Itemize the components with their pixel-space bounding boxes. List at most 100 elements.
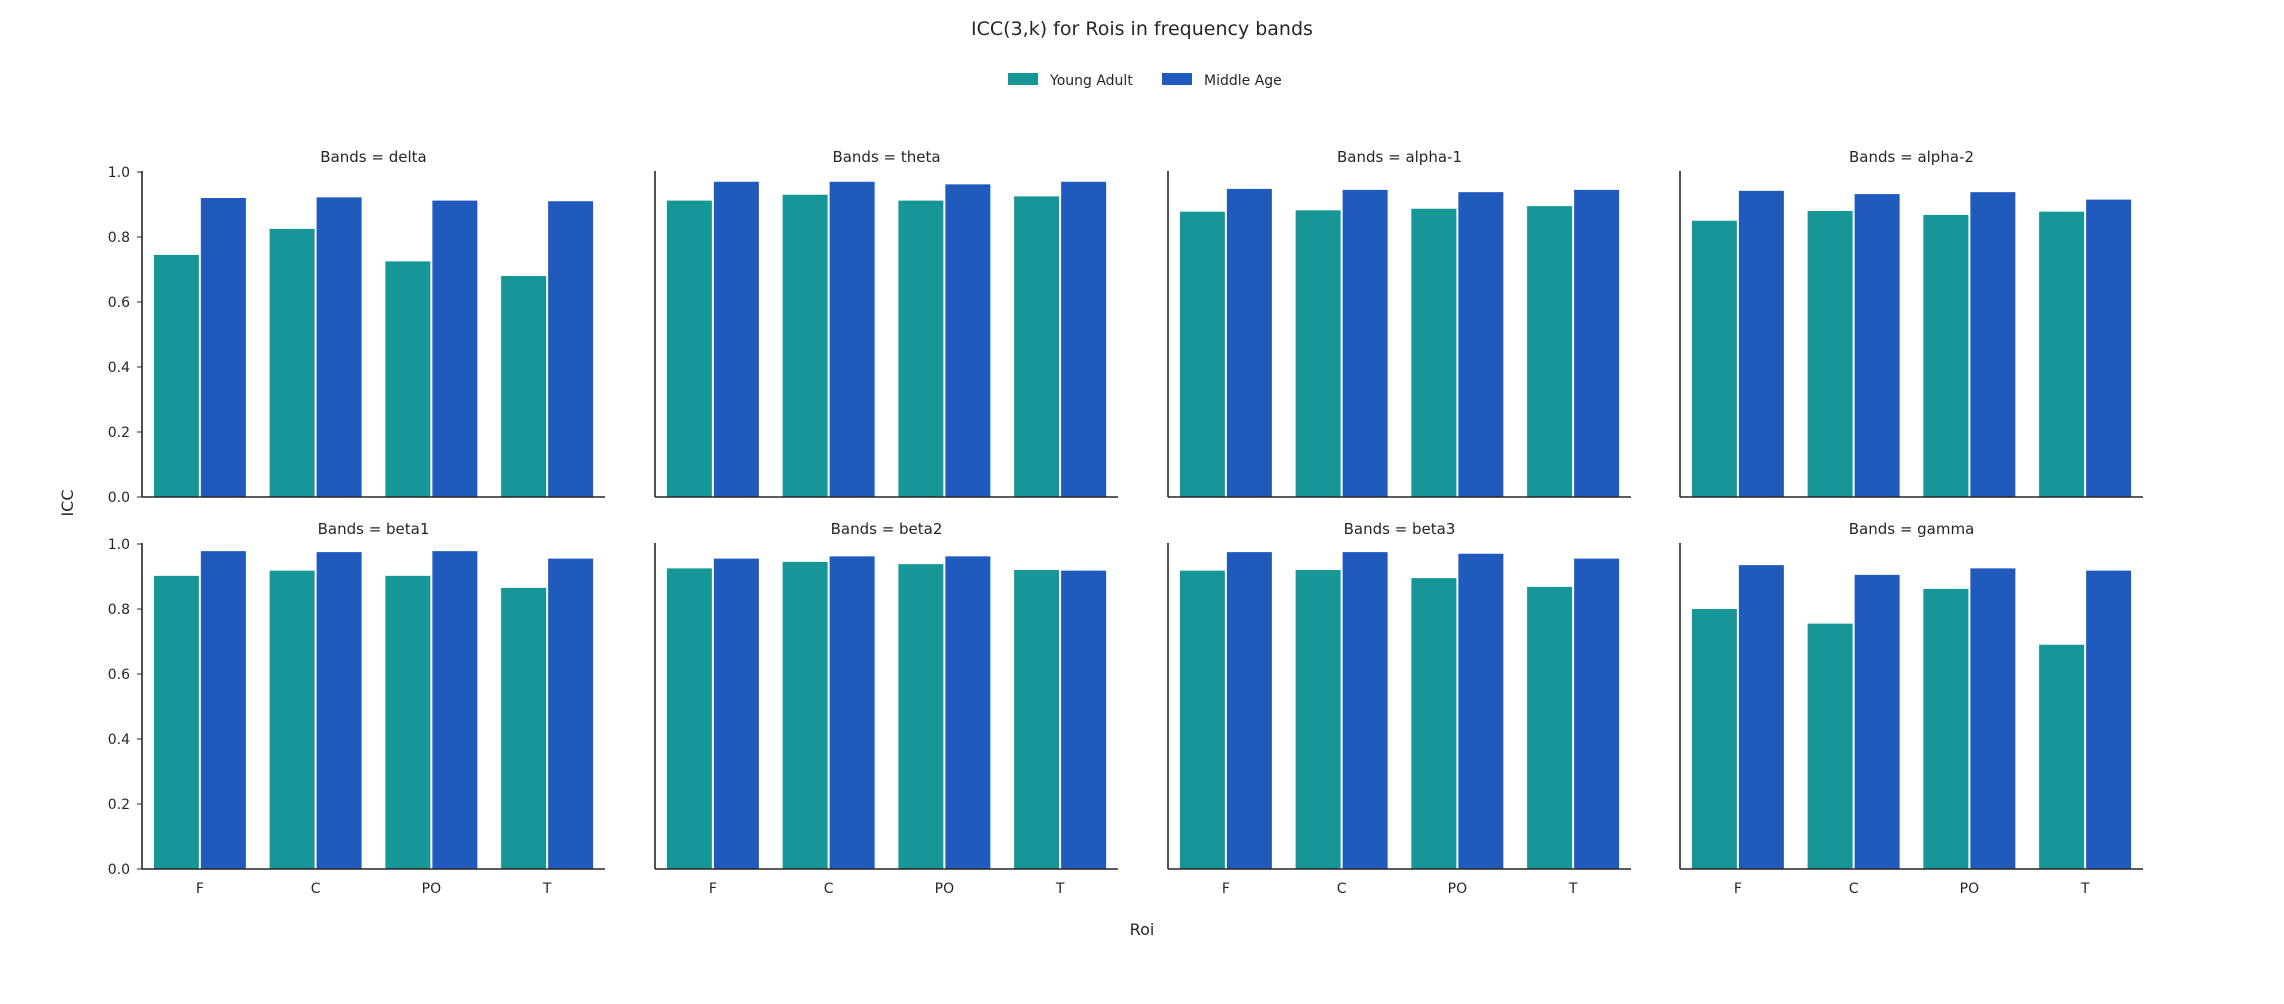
bar-young-adult-c bbox=[782, 561, 828, 869]
bar-young-adult-c bbox=[1295, 570, 1341, 869]
bar-middle-age-po bbox=[1970, 568, 2016, 869]
bar-young-adult-po bbox=[1923, 588, 1969, 869]
bar-young-adult-t bbox=[1014, 570, 1060, 869]
panel-5: Bands = beta2 F C PO T bbox=[654, 520, 1118, 897]
x-tick-label: F bbox=[1222, 881, 1230, 897]
bar-middle-age-f bbox=[1738, 565, 1784, 869]
bar-young-adult-c bbox=[1295, 210, 1341, 497]
bar-young-adult-f bbox=[1691, 609, 1737, 869]
bar-middle-age-c bbox=[1342, 552, 1388, 869]
x-tick-label: F bbox=[709, 881, 717, 897]
bar-young-adult-t bbox=[1527, 206, 1573, 497]
bar-young-adult-po bbox=[1411, 208, 1457, 497]
bar-middle-age-f bbox=[713, 558, 759, 869]
panel-6: Bands = beta3 F C PO T bbox=[1167, 520, 1631, 897]
y-tick-label: 1.0 bbox=[108, 537, 130, 553]
x-tick-label: F bbox=[196, 881, 204, 897]
bar-young-adult-c bbox=[269, 570, 315, 869]
bar-young-adult-f bbox=[666, 200, 712, 497]
y-tick-label: 0.4 bbox=[108, 732, 130, 748]
chart-title: ICC(3,k) for Rois in frequency bands bbox=[971, 18, 1313, 40]
x-tick-label: PO bbox=[422, 881, 441, 897]
bar-middle-age-c bbox=[1342, 189, 1388, 497]
y-tick-label: 0.8 bbox=[108, 602, 130, 618]
bar-young-adult-f bbox=[153, 575, 199, 869]
panel-7: Bands = gamma F C PO T bbox=[1679, 520, 2143, 897]
bar-middle-age-t bbox=[548, 201, 594, 497]
panel-2: Bands = alpha-1 bbox=[1167, 148, 1631, 498]
bar-young-adult-f bbox=[1179, 211, 1225, 497]
y-tick-label: 0.6 bbox=[108, 295, 130, 311]
bar-middle-age-c bbox=[316, 197, 362, 497]
bar-middle-age-po bbox=[945, 556, 991, 869]
bar-young-adult-f bbox=[153, 254, 199, 497]
bar-middle-age-t bbox=[2086, 199, 2132, 497]
bar-middle-age-t bbox=[1574, 558, 1620, 869]
panel-title: Bands = alpha-2 bbox=[1849, 148, 1974, 166]
bar-middle-age-c bbox=[1854, 194, 1900, 497]
bar-middle-age-po bbox=[1458, 553, 1504, 869]
y-tick-label: 1.0 bbox=[108, 165, 130, 181]
bar-young-adult-t bbox=[501, 587, 547, 869]
bar-middle-age-c bbox=[829, 181, 875, 497]
bar-young-adult-c bbox=[1807, 211, 1853, 497]
panel-3: Bands = alpha-2 bbox=[1679, 148, 2143, 498]
bar-middle-age-c bbox=[316, 552, 362, 869]
bar-middle-age-f bbox=[1738, 190, 1784, 497]
y-tick-label: 0.2 bbox=[108, 797, 130, 813]
bar-young-adult-po bbox=[1923, 214, 1969, 497]
bar-middle-age-f bbox=[200, 551, 246, 869]
x-tick-label: C bbox=[824, 881, 834, 897]
x-tick-label: C bbox=[311, 881, 321, 897]
bar-middle-age-f bbox=[1226, 552, 1272, 869]
legend-label-young-adult: Young Adult bbox=[1049, 73, 1133, 89]
x-tick-label: PO bbox=[1448, 881, 1467, 897]
y-tick-label: 0.4 bbox=[108, 360, 130, 376]
y-tick-label: 0.0 bbox=[108, 490, 130, 506]
bar-middle-age-po bbox=[945, 184, 991, 497]
bar-middle-age-f bbox=[1226, 188, 1272, 497]
bar-young-adult-t bbox=[1014, 196, 1060, 497]
y-tick-label: 0.0 bbox=[108, 862, 130, 878]
panel-title: Bands = gamma bbox=[1849, 520, 1975, 538]
x-tick-label: F bbox=[1734, 881, 1742, 897]
bar-young-adult-f bbox=[1179, 570, 1225, 869]
bar-young-adult-po bbox=[898, 200, 944, 497]
panel-title: Bands = delta bbox=[320, 148, 426, 166]
legend-label-middle-age: Middle Age bbox=[1204, 73, 1282, 89]
x-tick-label: T bbox=[1568, 881, 1578, 897]
bar-middle-age-t bbox=[2086, 570, 2132, 869]
panel-title: Bands = theta bbox=[832, 148, 940, 166]
bar-young-adult-po bbox=[385, 575, 431, 869]
x-tick-label: T bbox=[2080, 881, 2090, 897]
bar-young-adult-t bbox=[2039, 211, 2085, 497]
bar-young-adult-po bbox=[898, 564, 944, 869]
bar-middle-age-t bbox=[548, 558, 594, 869]
legend: Young Adult Middle Age bbox=[1008, 73, 1282, 89]
y-axis-label: ICC bbox=[58, 489, 77, 516]
x-tick-label: PO bbox=[1960, 881, 1979, 897]
bar-middle-age-c bbox=[1854, 574, 1900, 869]
bar-young-adult-f bbox=[666, 568, 712, 869]
bar-middle-age-f bbox=[713, 181, 759, 497]
bar-middle-age-po bbox=[432, 551, 478, 869]
x-tick-label: C bbox=[1849, 881, 1859, 897]
panel-0: Bands = delta 0.0 0.2 0.4 0.6 0.8 1.0 bbox=[108, 148, 605, 506]
panel-title: Bands = alpha-1 bbox=[1337, 148, 1462, 166]
bar-middle-age-po bbox=[1970, 192, 2016, 497]
legend-swatch-young-adult bbox=[1008, 73, 1038, 85]
bar-young-adult-f bbox=[1691, 220, 1737, 497]
panel-title: Bands = beta1 bbox=[318, 520, 430, 538]
bar-middle-age-t bbox=[1061, 570, 1107, 869]
x-tick-label: T bbox=[1055, 881, 1065, 897]
panel-4: Bands = beta1 F C PO T 0.0 0.2 0.4 0.6 0.8 1.0 bbox=[108, 520, 605, 897]
bar-middle-age-po bbox=[1458, 192, 1504, 497]
panel-title: Bands = beta2 bbox=[831, 520, 943, 538]
bar-young-adult-t bbox=[1527, 586, 1573, 869]
bar-middle-age-po bbox=[432, 200, 478, 497]
legend-swatch-middle-age bbox=[1162, 73, 1192, 85]
bar-young-adult-c bbox=[1807, 623, 1853, 869]
y-tick-label: 0.8 bbox=[108, 230, 130, 246]
x-axis-label: Roi bbox=[1130, 920, 1155, 939]
